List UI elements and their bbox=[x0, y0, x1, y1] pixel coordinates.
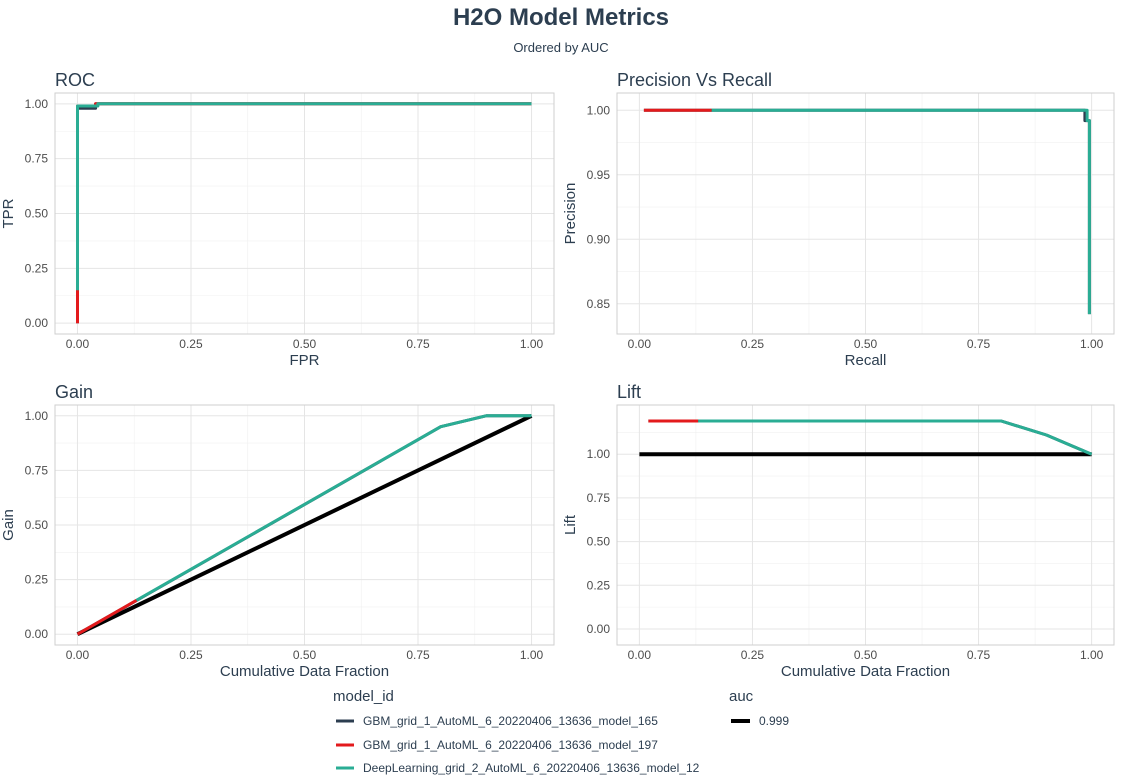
lift-x-tick-label: 0.50 bbox=[854, 648, 878, 662]
lift-y-axis-label: Lift bbox=[562, 514, 579, 535]
lift-y-tick-label: 0.50 bbox=[587, 535, 611, 549]
precision-recall-x-tick-label: 0.75 bbox=[967, 337, 991, 351]
gain-panel-border bbox=[54, 404, 555, 646]
roc-x-tick-label: 0.00 bbox=[66, 337, 90, 351]
roc-title: ROC bbox=[55, 70, 95, 90]
gain-series-baseline bbox=[76, 413, 533, 637]
precision-recall-series-deeplearning-model-12 bbox=[711, 108, 1091, 315]
figure-title: H2O Model Metrics bbox=[453, 4, 669, 31]
roc-y-tick-label: 0.75 bbox=[25, 152, 49, 166]
roc-x-tick-label: 0.75 bbox=[406, 337, 430, 351]
lift-x-tick-label: 0.75 bbox=[967, 648, 991, 662]
precision-recall-y-tick-label: 0.85 bbox=[587, 297, 611, 311]
gain-y-tick-label: 0.75 bbox=[25, 463, 49, 477]
roc-panel-border bbox=[54, 92, 555, 335]
figure-subtitle: Ordered by AUC bbox=[513, 40, 608, 55]
precision-recall-y-tick-label: 1.00 bbox=[587, 103, 611, 117]
precision-recall-y-tick-label: 0.90 bbox=[587, 232, 611, 246]
legend-item-auc[interactable]: 0.999 bbox=[731, 714, 789, 728]
legend-item-model-197[interactable]: GBM_grid_1_AutoML_6_20220406_13636_model… bbox=[336, 738, 658, 752]
gain-x-tick-label: 0.75 bbox=[406, 648, 430, 662]
roc-x-tick-label: 0.25 bbox=[179, 337, 203, 351]
gain-title: Gain bbox=[55, 382, 93, 402]
legend-model-title: model_id bbox=[333, 688, 394, 705]
roc-y-axis-label: TPR bbox=[0, 198, 17, 228]
precision-recall-panel: 0.00 0.25 0.50 0.75 1.00 0.85 0.90 0.95 1.00 Prec… bbox=[562, 70, 1115, 369]
lift-title: Lift bbox=[617, 382, 641, 402]
roc-y-tick-label: 0.25 bbox=[25, 261, 49, 275]
roc-y-tick-label: 1.00 bbox=[25, 97, 49, 111]
lift-x-tick-label: 0.25 bbox=[741, 648, 765, 662]
legend-auc-title: auc bbox=[729, 688, 754, 705]
legend-label-deeplearning-12: DeepLearning_grid_2_AutoML_6_20220406_13… bbox=[363, 761, 700, 775]
precision-recall-y-tick-label: 0.95 bbox=[587, 168, 611, 182]
legend-label-model-197: GBM_grid_1_AutoML_6_20220406_13636_model… bbox=[363, 738, 658, 752]
legend-label-auc: 0.999 bbox=[759, 714, 789, 728]
precision-recall-x-tick-label: 1.00 bbox=[1080, 337, 1104, 351]
precision-recall-panel-border bbox=[616, 92, 1115, 335]
roc-x-tick-label: 0.50 bbox=[293, 337, 317, 351]
roc-y-tick-label: 0.50 bbox=[25, 207, 49, 221]
lift-series-gbm-model-165 bbox=[648, 419, 1093, 456]
lift-x-axis-label: Cumulative Data Fraction bbox=[781, 663, 950, 680]
roc-x-axis-label: FPR bbox=[290, 352, 320, 369]
gain-y-tick-label: 0.50 bbox=[25, 518, 49, 532]
gain-x-tick-label: 0.25 bbox=[179, 648, 203, 662]
gain-y-tick-label: 0.25 bbox=[25, 573, 49, 587]
legend-item-deeplearning-12[interactable]: DeepLearning_grid_2_AutoML_6_20220406_13… bbox=[336, 761, 700, 775]
precision-recall-title: Precision Vs Recall bbox=[617, 70, 772, 90]
legend-label-model-165: GBM_grid_1_AutoML_6_20220406_13636_model… bbox=[363, 714, 658, 728]
lift-y-tick-label: 0.75 bbox=[587, 491, 611, 505]
gain-x-tick-label: 1.00 bbox=[520, 648, 544, 662]
chart-panels: 0.00 0.25 0.50 0.75 1.00 0.00 0.25 0.50 0.75 1.00… bbox=[0, 70, 1115, 680]
lift-panel-border bbox=[616, 404, 1115, 646]
legend: model_id GBM_grid_1_AutoML_6_20220406_13… bbox=[333, 688, 789, 775]
lift-y-tick-label: 1.00 bbox=[587, 447, 611, 461]
lift-series-deeplearning-model-12 bbox=[698, 419, 1093, 456]
roc-series-deeplearning-model-12 bbox=[76, 102, 532, 291]
precision-recall-x-tick-label: 0.00 bbox=[628, 337, 652, 351]
lift-x-tick-label: 1.00 bbox=[1080, 648, 1104, 662]
gain-y-tick-label: 1.00 bbox=[25, 409, 49, 423]
precision-recall-series-gbm-model-165 bbox=[643, 108, 1091, 315]
legend-item-model-165[interactable]: GBM_grid_1_AutoML_6_20220406_13636_model… bbox=[336, 714, 658, 728]
gain-x-tick-label: 0.50 bbox=[293, 648, 317, 662]
gain-series-deeplearning-model-12 bbox=[135, 414, 532, 602]
precision-recall-x-tick-label: 0.50 bbox=[854, 337, 878, 351]
gain-y-tick-label: 0.00 bbox=[25, 627, 49, 641]
gain-series-gbm-model-197 bbox=[76, 598, 138, 636]
roc-panel: 0.00 0.25 0.50 0.75 1.00 0.00 0.25 0.50 0.75 1.00… bbox=[0, 70, 555, 369]
lift-y-tick-label: 0.00 bbox=[587, 622, 611, 636]
lift-x-tick-label: 0.00 bbox=[628, 648, 652, 662]
roc-x-tick-label: 1.00 bbox=[520, 337, 544, 351]
gain-x-axis-label: Cumulative Data Fraction bbox=[220, 663, 389, 680]
lift-y-tick-label: 0.25 bbox=[587, 578, 611, 592]
precision-recall-x-tick-label: 0.25 bbox=[741, 337, 765, 351]
gain-y-axis-label: Gain bbox=[0, 509, 17, 541]
gain-x-tick-label: 0.00 bbox=[66, 648, 90, 662]
lift-panel: 0.00 0.25 0.50 0.75 1.00 0.00 0.25 0.50 0.75 1.00… bbox=[562, 382, 1115, 680]
precision-recall-y-axis-label: Precision bbox=[562, 183, 579, 245]
roc-y-tick-label: 0.00 bbox=[25, 316, 49, 330]
precision-recall-x-axis-label: Recall bbox=[845, 352, 887, 369]
gain-panel: 0.00 0.25 0.50 0.75 1.00 0.00 0.25 0.50 0.75 1.00… bbox=[0, 382, 555, 680]
